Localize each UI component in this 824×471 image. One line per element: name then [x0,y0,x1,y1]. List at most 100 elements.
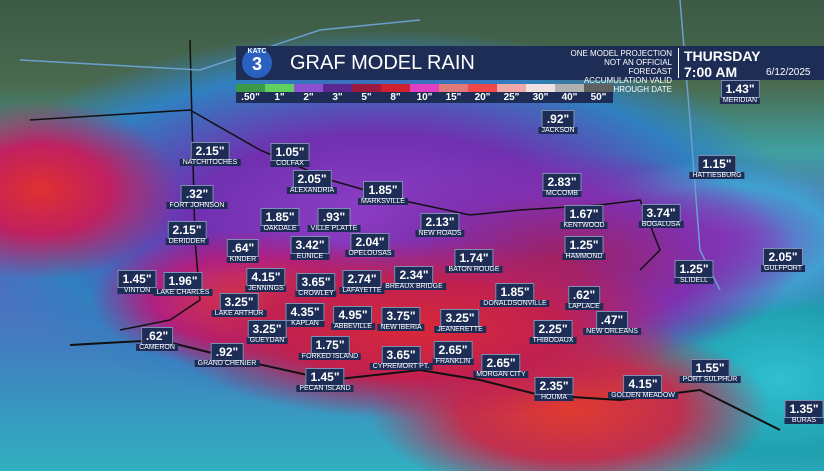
legend-label: 3" [332,92,343,103]
city-label: 3.65" CROWLEY [295,273,337,297]
rain-amount: 4.15" [246,268,286,286]
city-label: 2.15" DERIDDER [165,221,209,245]
rain-amount: 2.05" [763,248,803,266]
city-name: ALEXANDRIA [286,187,338,194]
legend-swatch [294,84,323,92]
city-name: KENTWOOD [560,222,608,229]
header: KATC 3 GRAF MODEL RAIN ONE MODEL PROJECT… [236,46,824,94]
city-name: JEANERETTE [434,326,486,333]
legend-item: 15" [439,84,468,103]
rain-amount: 2.74" [342,270,382,288]
city-label: 1.85" DONALDSONVILLE [480,283,550,307]
rain-amount: 2.13" [420,213,460,231]
city-name: HOUMA [534,394,574,401]
city-name: JENNINGS [245,285,287,292]
city-name: COLFAX [270,160,310,167]
rain-amount: 2.34" [394,266,434,284]
city-label: 2.05" GULFPORT [761,248,805,272]
legend-swatch [265,84,294,92]
city-label: 1.43" MERIDIAN [719,80,761,104]
legend-item: 3" [323,84,352,103]
rain-amount: 1.45" [117,270,157,288]
city-name: GUEYDAN [246,337,288,344]
rain-amount: 1.05" [270,143,310,161]
legend-label: 5" [361,92,372,103]
legend-swatch [584,84,613,92]
legend-swatch [439,84,468,92]
city-name: LAKE ARTHUR [211,310,267,317]
legend-swatch [236,84,265,92]
rain-amount: 3.65" [296,273,336,291]
rain-amount: .93" [317,208,351,226]
city-name: HATTIESBURG [689,172,745,179]
rain-amount: 4.15" [623,375,663,393]
city-label: 1.45" PECAN ISLAND [296,368,354,392]
rain-amount: 2.83" [542,173,582,191]
city-name: CYPREMORT PT. [369,363,433,370]
rain-amount: 4.35" [285,303,325,321]
city-label: 2.15" NATCHITOCHES [179,142,241,166]
logo: KATC 3 [242,48,272,78]
city-label: .92" GRAND CHENIER [194,343,260,367]
legend-item: 10" [410,84,439,103]
logo-text: KATC [247,48,267,55]
city-label: 1.55" PORT SULPHUR [679,359,741,383]
city-name: KAPLAN [285,320,325,327]
rain-amount: .64" [226,239,260,257]
city-name: BREAUX BRIDGE [382,283,446,290]
legend-item: 1" [265,84,294,103]
note: ACCUMULATION VALID THROUGH DATE [583,76,672,94]
city-name: DONALDSONVILLE [480,300,550,307]
legend-swatch [410,84,439,92]
city-name: LAKE CHARLES [153,289,213,296]
legend-label: 50" [590,92,607,103]
rain-amount: 1.85" [495,283,535,301]
note: NOT AN OFFICIAL FORECAST [604,58,672,76]
city-name: EUNICE [290,253,330,260]
city-label: 4.35" KAPLAN [285,303,325,327]
legend-item: 8" [381,84,410,103]
city-name: NEW ROADS [415,230,465,237]
city-label: 1.35" BURAS [784,400,824,424]
legend-swatch [352,84,381,92]
rain-amount: 1.25" [674,260,714,278]
rain-amount: 3.65" [381,346,421,364]
rain-amount: 4.95" [333,306,373,324]
rain-amount: 3.25" [247,320,287,338]
city-label: 2.05" ALEXANDRIA [286,170,338,194]
city-label: 1.25" SLIDELL [674,260,714,284]
city-label: 1.25" HAMMOND [562,236,606,260]
legend-item: .50" [236,84,265,103]
rain-amount: 1.15" [697,155,737,173]
city-label: 4.95" ABBEVILLE [331,306,375,330]
city-name: MERIDIAN [719,97,761,104]
city-name: VINTON [117,287,157,294]
city-name: MARKSVILLE [358,198,408,205]
city-name: KINDER [226,256,260,263]
legend-label: .50" [241,92,260,103]
city-label: .64" KINDER [226,239,260,263]
city-name: VILLE PLATTE [307,225,361,232]
city-label: .93" VILLE PLATTE [307,208,361,232]
city-label: 3.74" BOGALUSA [638,204,684,228]
city-name: FRANKLIN [432,358,474,365]
city-label: 3.65" CYPREMORT PT. [369,346,433,370]
city-label: 1.74" BATON ROUGE [445,249,503,273]
rain-amount: 3.25" [219,293,259,311]
rain-amount: 1.85" [260,208,300,226]
logo-number: 3 [251,54,262,74]
legend-label: 25" [503,92,520,103]
city-label: .62" LAPLACE [565,286,603,310]
city-label: 1.67" KENTWOOD [560,205,608,229]
city-label: 2.35" HOUMA [534,377,574,401]
city-name: FORKED ISLAND [298,353,362,360]
city-name: NEW ORLEANS [583,328,641,335]
city-name: PECAN ISLAND [296,385,354,392]
city-label: 1.75" FORKED ISLAND [298,336,362,360]
city-label: 3.25" GUEYDAN [246,320,288,344]
city-label: 3.25" LAKE ARTHUR [211,293,267,317]
city-label: 2.04" OPELOUSAS [345,233,395,257]
city-name: FORT JOHNSON [166,202,228,209]
city-label: 2.25" THIBODAUX [529,320,577,344]
